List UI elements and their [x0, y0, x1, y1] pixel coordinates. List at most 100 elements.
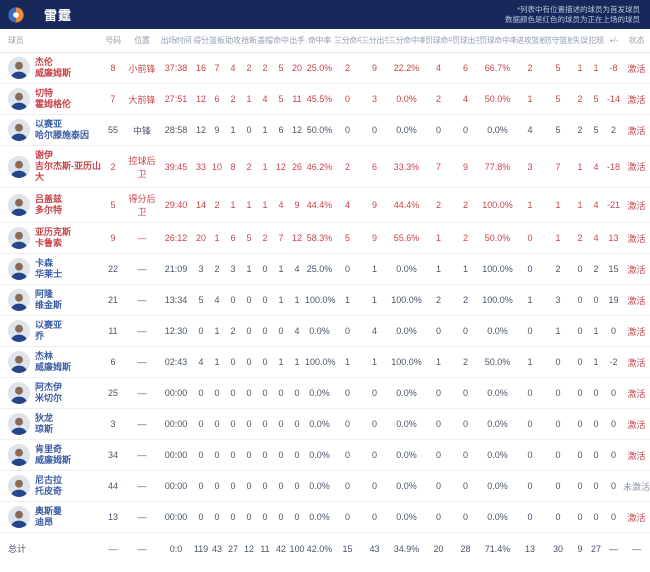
- player-wrap: 杰伦 威廉姆斯: [8, 57, 101, 79]
- stat-points: 5: [193, 284, 209, 316]
- player-row[interactable]: 奥斯曼 迪昂 13—00:00 0 0 0 0 0 0 0 0.0% 0 0 0.0% 0 0 0.0% 0 0 0 0…: [0, 501, 650, 533]
- player-avatar[interactable]: [8, 506, 30, 528]
- stat-fg-pct: 0.0%: [305, 439, 334, 471]
- stat-assists: 2: [225, 83, 241, 115]
- player-cell[interactable]: 以赛亚乔: [0, 315, 101, 347]
- stat-oreb: 1: [516, 83, 544, 115]
- player-name[interactable]: 肯里奇 威廉姆斯: [35, 444, 71, 466]
- player-avatar[interactable]: [8, 258, 30, 280]
- player-cell[interactable]: 以赛亚 哈尔滕施泰因: [0, 114, 101, 146]
- player-name[interactable]: 以赛亚乔: [35, 320, 62, 342]
- player-avatar[interactable]: [8, 382, 30, 404]
- legend-note-line2: 数据颜色是红色的球员为正在上场的球员: [505, 14, 640, 24]
- player-row[interactable]: 肯里奇 威廉姆斯 34—00:00 0 0 0 0 0 0 0 0.0% 0 0 0.0% 0 0 0.0% 0 0…: [0, 439, 650, 471]
- stat-blocks: 2: [257, 222, 273, 254]
- player-cell[interactable]: 切特 霍姆格伦: [0, 83, 101, 115]
- player-name[interactable]: 阿隆 维金斯: [35, 289, 62, 311]
- stat-fta: 0: [452, 439, 479, 471]
- player-avatar[interactable]: [8, 88, 30, 110]
- stat-fgm: 1: [273, 253, 289, 285]
- player-name[interactable]: 切特 霍姆格伦: [35, 88, 71, 110]
- stat-3pa: 9: [361, 52, 388, 84]
- player-name[interactable]: 亚历克斯 卡鲁索: [35, 227, 71, 249]
- player-cell[interactable]: 阿杰伊 米切尔: [0, 377, 101, 409]
- player-name[interactable]: 卡森 华莱士: [35, 258, 62, 280]
- player-avatar[interactable]: [8, 119, 30, 141]
- player-name-line1: 以赛亚: [35, 320, 63, 330]
- player-avatar[interactable]: [8, 413, 30, 435]
- stat-3pa: 0: [361, 501, 388, 533]
- stat-points: 3: [193, 253, 209, 285]
- stat-fgm: 0: [273, 315, 289, 347]
- player-row[interactable]: 以赛亚 哈尔滕施泰因 55 中锋 28:58 12 9 1 0 1 6 12 50.0% 0 0 0.0% 0 0…: [0, 114, 650, 146]
- player-name-line2: 乔: [35, 331, 45, 341]
- player-row[interactable]: 阿隆 维金斯 21—13:34 5 4 0 0 0 1 1 100.0% 1 1 100.0% 2 2 100.…: [0, 284, 650, 316]
- player-name[interactable]: 杰伦 威廉姆斯: [35, 57, 71, 79]
- player-row[interactable]: 切特 霍姆格伦 7 大前锋 27:51 12 6 2 1 4 5 11 45.5% 0 3 0.0% 2 4 50.…: [0, 83, 650, 115]
- player-name[interactable]: 谢伊 吉尔杰斯-亚历山大: [35, 150, 101, 183]
- player-name[interactable]: 以赛亚 哈尔滕施泰因: [35, 119, 89, 141]
- player-name[interactable]: 吕盖兹 多尔特: [35, 194, 62, 216]
- player-avatar[interactable]: [8, 320, 30, 342]
- player-cell[interactable]: 亚历克斯 卡鲁索: [0, 222, 101, 254]
- player-avatar[interactable]: [8, 475, 30, 497]
- col-header-steals: 抢断: [241, 29, 257, 53]
- player-name-line2: 霍姆格伦: [35, 99, 72, 109]
- player-row[interactable]: 阿杰伊 米切尔 25—00:00 0 0 0 0 0 0 0 0.0% 0 0 0.0% 0 0 0.0% 0 0 0…: [0, 377, 650, 409]
- player-cell[interactable]: 肯里奇 威廉姆斯: [0, 439, 101, 471]
- player-avatar[interactable]: [8, 155, 30, 178]
- player-cell[interactable]: 阿隆 维金斯: [0, 284, 101, 316]
- player-row[interactable]: 杰林 威廉姆斯 6—02:43 4 1 0 0 0 1 1 100.0% 1 1 100.0% 1 2 50.0…: [0, 346, 650, 378]
- team-tab[interactable]: 雷霆: [44, 5, 72, 24]
- player-wrap: 以赛亚 哈尔滕施泰因: [8, 119, 101, 141]
- player-avatar[interactable]: [8, 227, 30, 249]
- player-name[interactable]: 奥斯曼 迪昂: [35, 506, 62, 528]
- player-avatar[interactable]: [8, 194, 30, 216]
- player-name[interactable]: 尼古拉 托皮奇: [35, 475, 62, 497]
- stat-points: 14: [193, 187, 209, 223]
- player-avatar[interactable]: [8, 444, 30, 466]
- stat-steals: 0: [241, 408, 257, 440]
- player-row[interactable]: 狄龙 琼斯 3—00:00 0 0 0 0 0 0 0 0.0% 0 0 0.0% 0 0 0.0% 0 0 0 0 0 激…: [0, 408, 650, 440]
- total-rebounds: 43: [209, 532, 225, 564]
- player-avatar[interactable]: [8, 289, 30, 311]
- stat-steals: 0: [241, 501, 257, 533]
- stat-ft-pct: 0.0%: [479, 439, 516, 471]
- stat-fouls: 2: [588, 253, 604, 285]
- stat-3p-pct: 44.4%: [388, 187, 425, 223]
- col-header-dreb: 防守篮板: [544, 29, 572, 53]
- player-cell[interactable]: 杰林 威廉姆斯: [0, 346, 101, 378]
- stat-points: 16: [193, 52, 209, 84]
- player-cell[interactable]: 奥斯曼 迪昂: [0, 501, 101, 533]
- player-row[interactable]: 谢伊 吉尔杰斯-亚历山大 2 控球后卫 39:45 33 10 8 2 1 12 26 46.2% 2 6 3…: [0, 145, 650, 188]
- status-cell: 激活: [623, 187, 650, 223]
- stat-fgm: 5: [273, 83, 289, 115]
- stat-oreb: 3: [516, 145, 544, 188]
- stat-turnovers: 0: [572, 439, 588, 471]
- stat-fta: 0: [452, 114, 479, 146]
- stat-steals: 1: [241, 187, 257, 223]
- player-cell[interactable]: 尼古拉 托皮奇: [0, 470, 101, 502]
- player-cell[interactable]: 杰伦 威廉姆斯: [0, 52, 101, 84]
- stat-3p-pct: 0.0%: [388, 83, 425, 115]
- player-cell[interactable]: 吕盖兹 多尔特: [0, 187, 101, 223]
- player-row[interactable]: 杰伦 威廉姆斯 8 小前锋 37:38 16 7 4 2 2 5 20 25.0% 2 9 22.2% 4 6 66…: [0, 52, 650, 84]
- player-cell[interactable]: 谢伊 吉尔杰斯-亚历山大: [0, 145, 101, 188]
- player-avatar[interactable]: [8, 351, 30, 373]
- player-cell[interactable]: 狄龙 琼斯: [0, 408, 101, 440]
- player-name[interactable]: 杰林 威廉姆斯: [35, 351, 71, 373]
- player-name-line2: 华莱士: [35, 269, 63, 279]
- player-name[interactable]: 阿杰伊 米切尔: [35, 382, 62, 404]
- total-3pa: 43: [361, 532, 388, 564]
- player-row[interactable]: 亚历克斯 卡鲁索 9—26:12 20 1 6 5 2 7 12 58.3% 5 9 55.6% 1 2 50.…: [0, 222, 650, 254]
- stat-3pm: 0: [334, 377, 361, 409]
- stat-fta: 2: [452, 187, 479, 223]
- player-avatar[interactable]: [8, 57, 30, 79]
- player-cell[interactable]: 卡森 华莱士: [0, 253, 101, 285]
- player-row[interactable]: 吕盖兹 多尔特 5 得分后卫 29:40 14 2 1 1 1 4 9 44.4% 4 9 44.4% 2 2 10…: [0, 187, 650, 223]
- player-row[interactable]: 以赛亚乔 11—12:30 0 1 2 0 0 0 4 0.0% 0 4 0.0% 0 0 0.0% 0 1 0 1 0…: [0, 315, 650, 347]
- player-row[interactable]: 尼古拉 托皮奇 44—00:00 0 0 0 0 0 0 0 0.0% 0 0 0.0% 0 0 0.0% 0 0 0…: [0, 470, 650, 502]
- player-name[interactable]: 狄龙 琼斯: [35, 413, 53, 435]
- player-wrap: 尼古拉 托皮奇: [8, 475, 101, 497]
- player-row[interactable]: 卡森 华莱士 22—21:09 3 2 3 1 0 1 4 25.0% 0 1 0.0% 1 1 100.0% 0…: [0, 253, 650, 285]
